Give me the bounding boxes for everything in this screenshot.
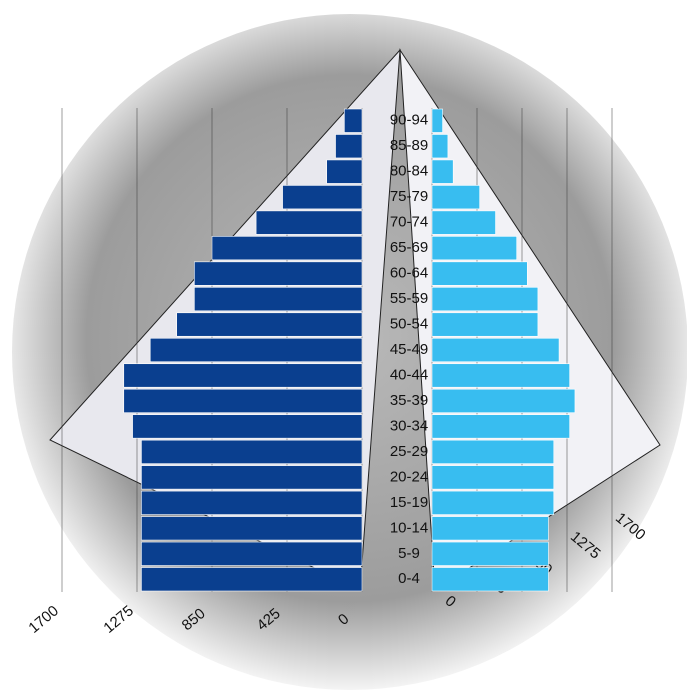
bar <box>431 465 555 490</box>
bar <box>431 439 555 464</box>
bar <box>431 567 549 592</box>
y-category-label: 60-64 <box>390 265 428 282</box>
bar <box>194 287 363 312</box>
bar <box>149 337 363 363</box>
y-category-label: 0-4 <box>398 570 420 587</box>
bar <box>141 439 363 464</box>
bar <box>431 185 480 210</box>
bar <box>431 261 528 286</box>
bar <box>211 236 363 261</box>
y-category-label: 5-9 <box>398 545 420 562</box>
bar <box>141 490 363 515</box>
bar <box>431 337 560 363</box>
y-category-label: 15-19 <box>390 494 428 511</box>
bar <box>132 414 363 439</box>
y-category-label: 75-79 <box>390 188 428 205</box>
bar <box>431 414 570 439</box>
y-category-label: 65-69 <box>390 239 428 256</box>
bar <box>431 134 449 159</box>
y-category-label: 70-74 <box>390 214 428 231</box>
bar <box>431 541 549 566</box>
bar <box>431 363 570 388</box>
y-category-label: 30-34 <box>390 417 428 434</box>
bar <box>194 261 363 286</box>
y-category-label: 20-24 <box>390 468 428 485</box>
bar <box>431 490 555 515</box>
y-category-label: 55-59 <box>390 290 428 307</box>
bar <box>344 108 363 133</box>
y-category-label: 45-49 <box>390 341 428 358</box>
y-category-label: 50-54 <box>390 315 428 332</box>
bar <box>431 236 518 261</box>
y-category-label: 90-94 <box>390 112 428 129</box>
y-category-label: 35-39 <box>390 392 428 409</box>
y-category-label: 80-84 <box>390 163 428 180</box>
bar <box>335 134 363 159</box>
bar <box>176 312 363 337</box>
bar <box>141 541 363 566</box>
y-category-label: 40-44 <box>390 366 428 383</box>
bar <box>431 159 454 184</box>
bar <box>141 516 363 541</box>
y-category-label: 10-14 <box>390 519 428 536</box>
bar <box>431 388 576 413</box>
bar <box>255 210 363 235</box>
bar <box>123 363 363 388</box>
bar <box>431 516 549 541</box>
bar <box>123 388 363 413</box>
bar <box>431 108 443 133</box>
y-category-label: 85-89 <box>390 137 428 154</box>
y-category-label: 25-29 <box>390 443 428 460</box>
bar <box>326 159 363 184</box>
bar <box>431 210 496 235</box>
bar <box>431 287 539 312</box>
bar <box>141 567 363 592</box>
bar <box>282 185 363 210</box>
bar <box>141 465 363 490</box>
bar <box>431 312 539 337</box>
